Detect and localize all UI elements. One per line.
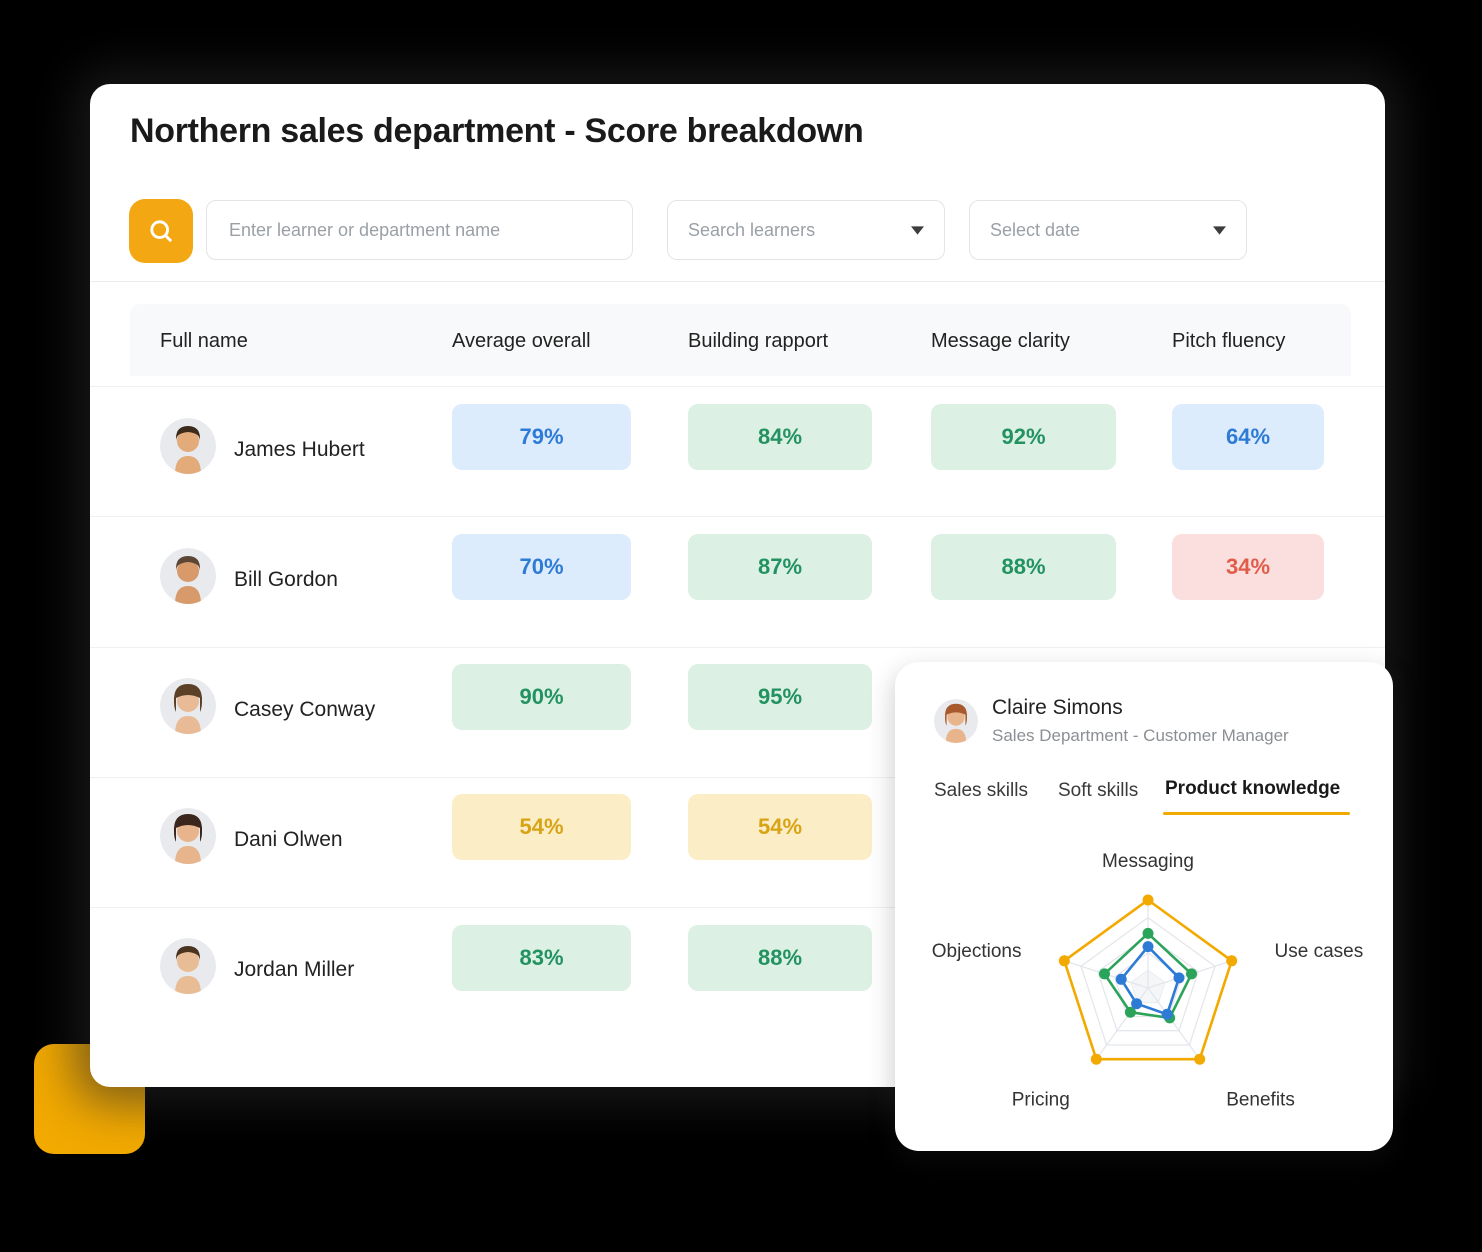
svg-text:Objections: Objections (932, 941, 1022, 962)
svg-text:Pricing: Pricing (1012, 1090, 1070, 1111)
svg-text:Benefits: Benefits (1226, 1090, 1295, 1111)
svg-text:Use cases: Use cases (1275, 941, 1364, 962)
svg-text:Messaging: Messaging (1102, 851, 1194, 872)
